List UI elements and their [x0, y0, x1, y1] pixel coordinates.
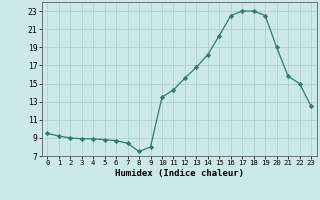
X-axis label: Humidex (Indice chaleur): Humidex (Indice chaleur)	[115, 169, 244, 178]
